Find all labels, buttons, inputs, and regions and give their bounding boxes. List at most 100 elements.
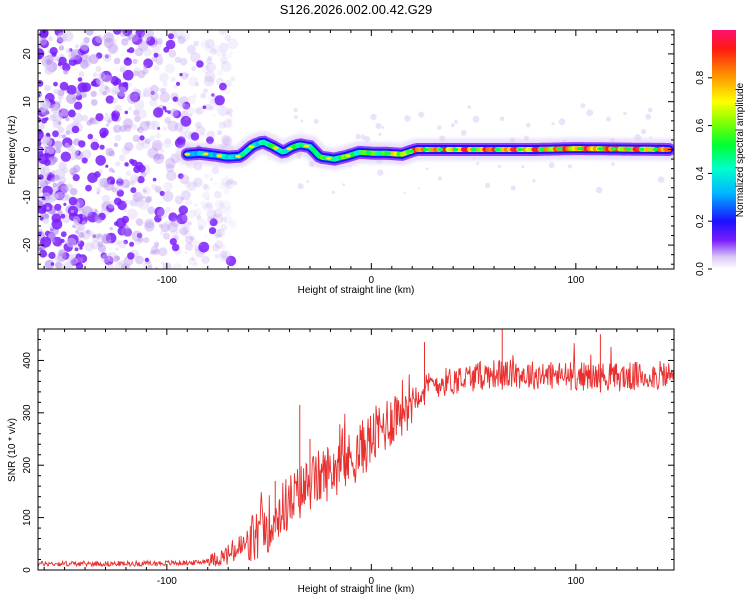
speckle bbox=[623, 111, 627, 116]
noise-blob bbox=[104, 86, 112, 94]
noise-blob bbox=[104, 255, 114, 266]
speckle bbox=[499, 116, 505, 122]
noise-blob bbox=[97, 241, 104, 248]
noise-blob bbox=[142, 195, 146, 199]
noise-blob bbox=[129, 32, 139, 43]
noise-blob bbox=[183, 230, 192, 239]
noise-blob bbox=[49, 47, 58, 56]
noise-blob bbox=[136, 232, 143, 239]
noise-blob bbox=[157, 53, 162, 58]
speckle bbox=[363, 136, 370, 143]
colorbar-tick-label: 0.4 bbox=[695, 166, 706, 180]
noise-blob bbox=[46, 132, 50, 137]
speckle bbox=[437, 125, 442, 130]
noise-blob bbox=[105, 147, 115, 157]
noise-blob bbox=[162, 232, 171, 240]
noise-blob bbox=[139, 199, 149, 210]
speckle bbox=[403, 191, 406, 194]
noise-blob bbox=[135, 218, 144, 227]
noise-blob bbox=[121, 38, 129, 46]
noise-blob bbox=[147, 264, 153, 269]
noise-blob bbox=[54, 203, 62, 211]
noise-blob bbox=[98, 72, 106, 80]
noise-blob bbox=[214, 191, 222, 199]
noise-blob bbox=[214, 240, 224, 249]
noise-blob bbox=[106, 123, 110, 127]
noise-blob bbox=[50, 208, 56, 215]
snr-line bbox=[38, 343, 674, 568]
noise-blob bbox=[200, 39, 211, 50]
noise-blob bbox=[80, 60, 89, 69]
noise-blob bbox=[101, 253, 111, 264]
noise-blob bbox=[181, 213, 190, 222]
noise-blob bbox=[46, 206, 50, 210]
noise-blob bbox=[130, 159, 138, 167]
noise-blob bbox=[105, 164, 109, 168]
noise-blob bbox=[186, 44, 196, 55]
noise-blob bbox=[206, 209, 217, 219]
noise-blob bbox=[206, 58, 213, 65]
noise-blob bbox=[193, 93, 197, 98]
noise-blob bbox=[117, 176, 123, 182]
noise-blob bbox=[85, 229, 91, 234]
noise-blob bbox=[212, 45, 220, 53]
noise-blob bbox=[168, 212, 178, 222]
noise-blob bbox=[222, 137, 232, 147]
noise-blob bbox=[153, 248, 160, 256]
noise-blob bbox=[144, 257, 150, 262]
noise-blob bbox=[66, 237, 77, 248]
signal-dot bbox=[437, 147, 444, 152]
noise-blob bbox=[137, 175, 145, 184]
noise-blob bbox=[217, 69, 224, 76]
signal-dot bbox=[272, 146, 279, 150]
noise-blob bbox=[188, 256, 198, 266]
noise-blob bbox=[92, 233, 101, 242]
noise-blob bbox=[83, 37, 90, 44]
noise-blob bbox=[184, 251, 188, 255]
noise-blob bbox=[160, 222, 170, 233]
speckle bbox=[228, 178, 234, 184]
noise-blob bbox=[190, 140, 194, 144]
noise-blob bbox=[71, 125, 80, 134]
noise-blob bbox=[137, 109, 147, 119]
noise-blob bbox=[142, 186, 151, 195]
noise-blob bbox=[65, 183, 74, 192]
speckle bbox=[293, 115, 298, 120]
noise-blob bbox=[160, 87, 167, 94]
noise-blob bbox=[79, 213, 83, 218]
noise-blob bbox=[219, 234, 223, 238]
noise-blob bbox=[221, 178, 225, 182]
signal-dot bbox=[470, 147, 477, 152]
noise-blob bbox=[153, 64, 160, 71]
spectrogram-plot-area bbox=[38, 30, 674, 269]
noise-blob bbox=[209, 177, 214, 182]
noise-blob bbox=[39, 37, 48, 46]
colorbar-tick-label: 0.0 bbox=[695, 262, 706, 276]
noise-blob bbox=[139, 121, 150, 131]
spectrogram-y-tick-label: 20 bbox=[22, 48, 33, 60]
noise-blob bbox=[173, 84, 178, 89]
noise-blob bbox=[123, 118, 134, 129]
noise-blob bbox=[149, 98, 158, 107]
noise-blob bbox=[210, 48, 217, 55]
signal-dot bbox=[597, 147, 603, 151]
snr-panel: -100 0 100 0 100 200 300 400 Height of straight… bbox=[7, 328, 675, 595]
noise-blob bbox=[180, 72, 189, 80]
noise-blob bbox=[123, 57, 132, 66]
noise-blob bbox=[192, 262, 198, 268]
noise-blob bbox=[220, 216, 227, 223]
noise-blob bbox=[206, 196, 210, 201]
noise-blob bbox=[221, 250, 232, 261]
noise-blob bbox=[209, 174, 213, 178]
noise-blob bbox=[56, 181, 66, 190]
noise-blob bbox=[90, 99, 98, 106]
noise-blob bbox=[93, 119, 99, 125]
noise-blob bbox=[90, 90, 97, 98]
speckle bbox=[226, 108, 233, 115]
noise-blob bbox=[135, 30, 146, 38]
noise-blob bbox=[98, 80, 104, 86]
noise-blob bbox=[160, 261, 165, 266]
noise-blob bbox=[108, 252, 112, 256]
signal-dot bbox=[452, 147, 459, 152]
noise-blob bbox=[119, 125, 127, 133]
